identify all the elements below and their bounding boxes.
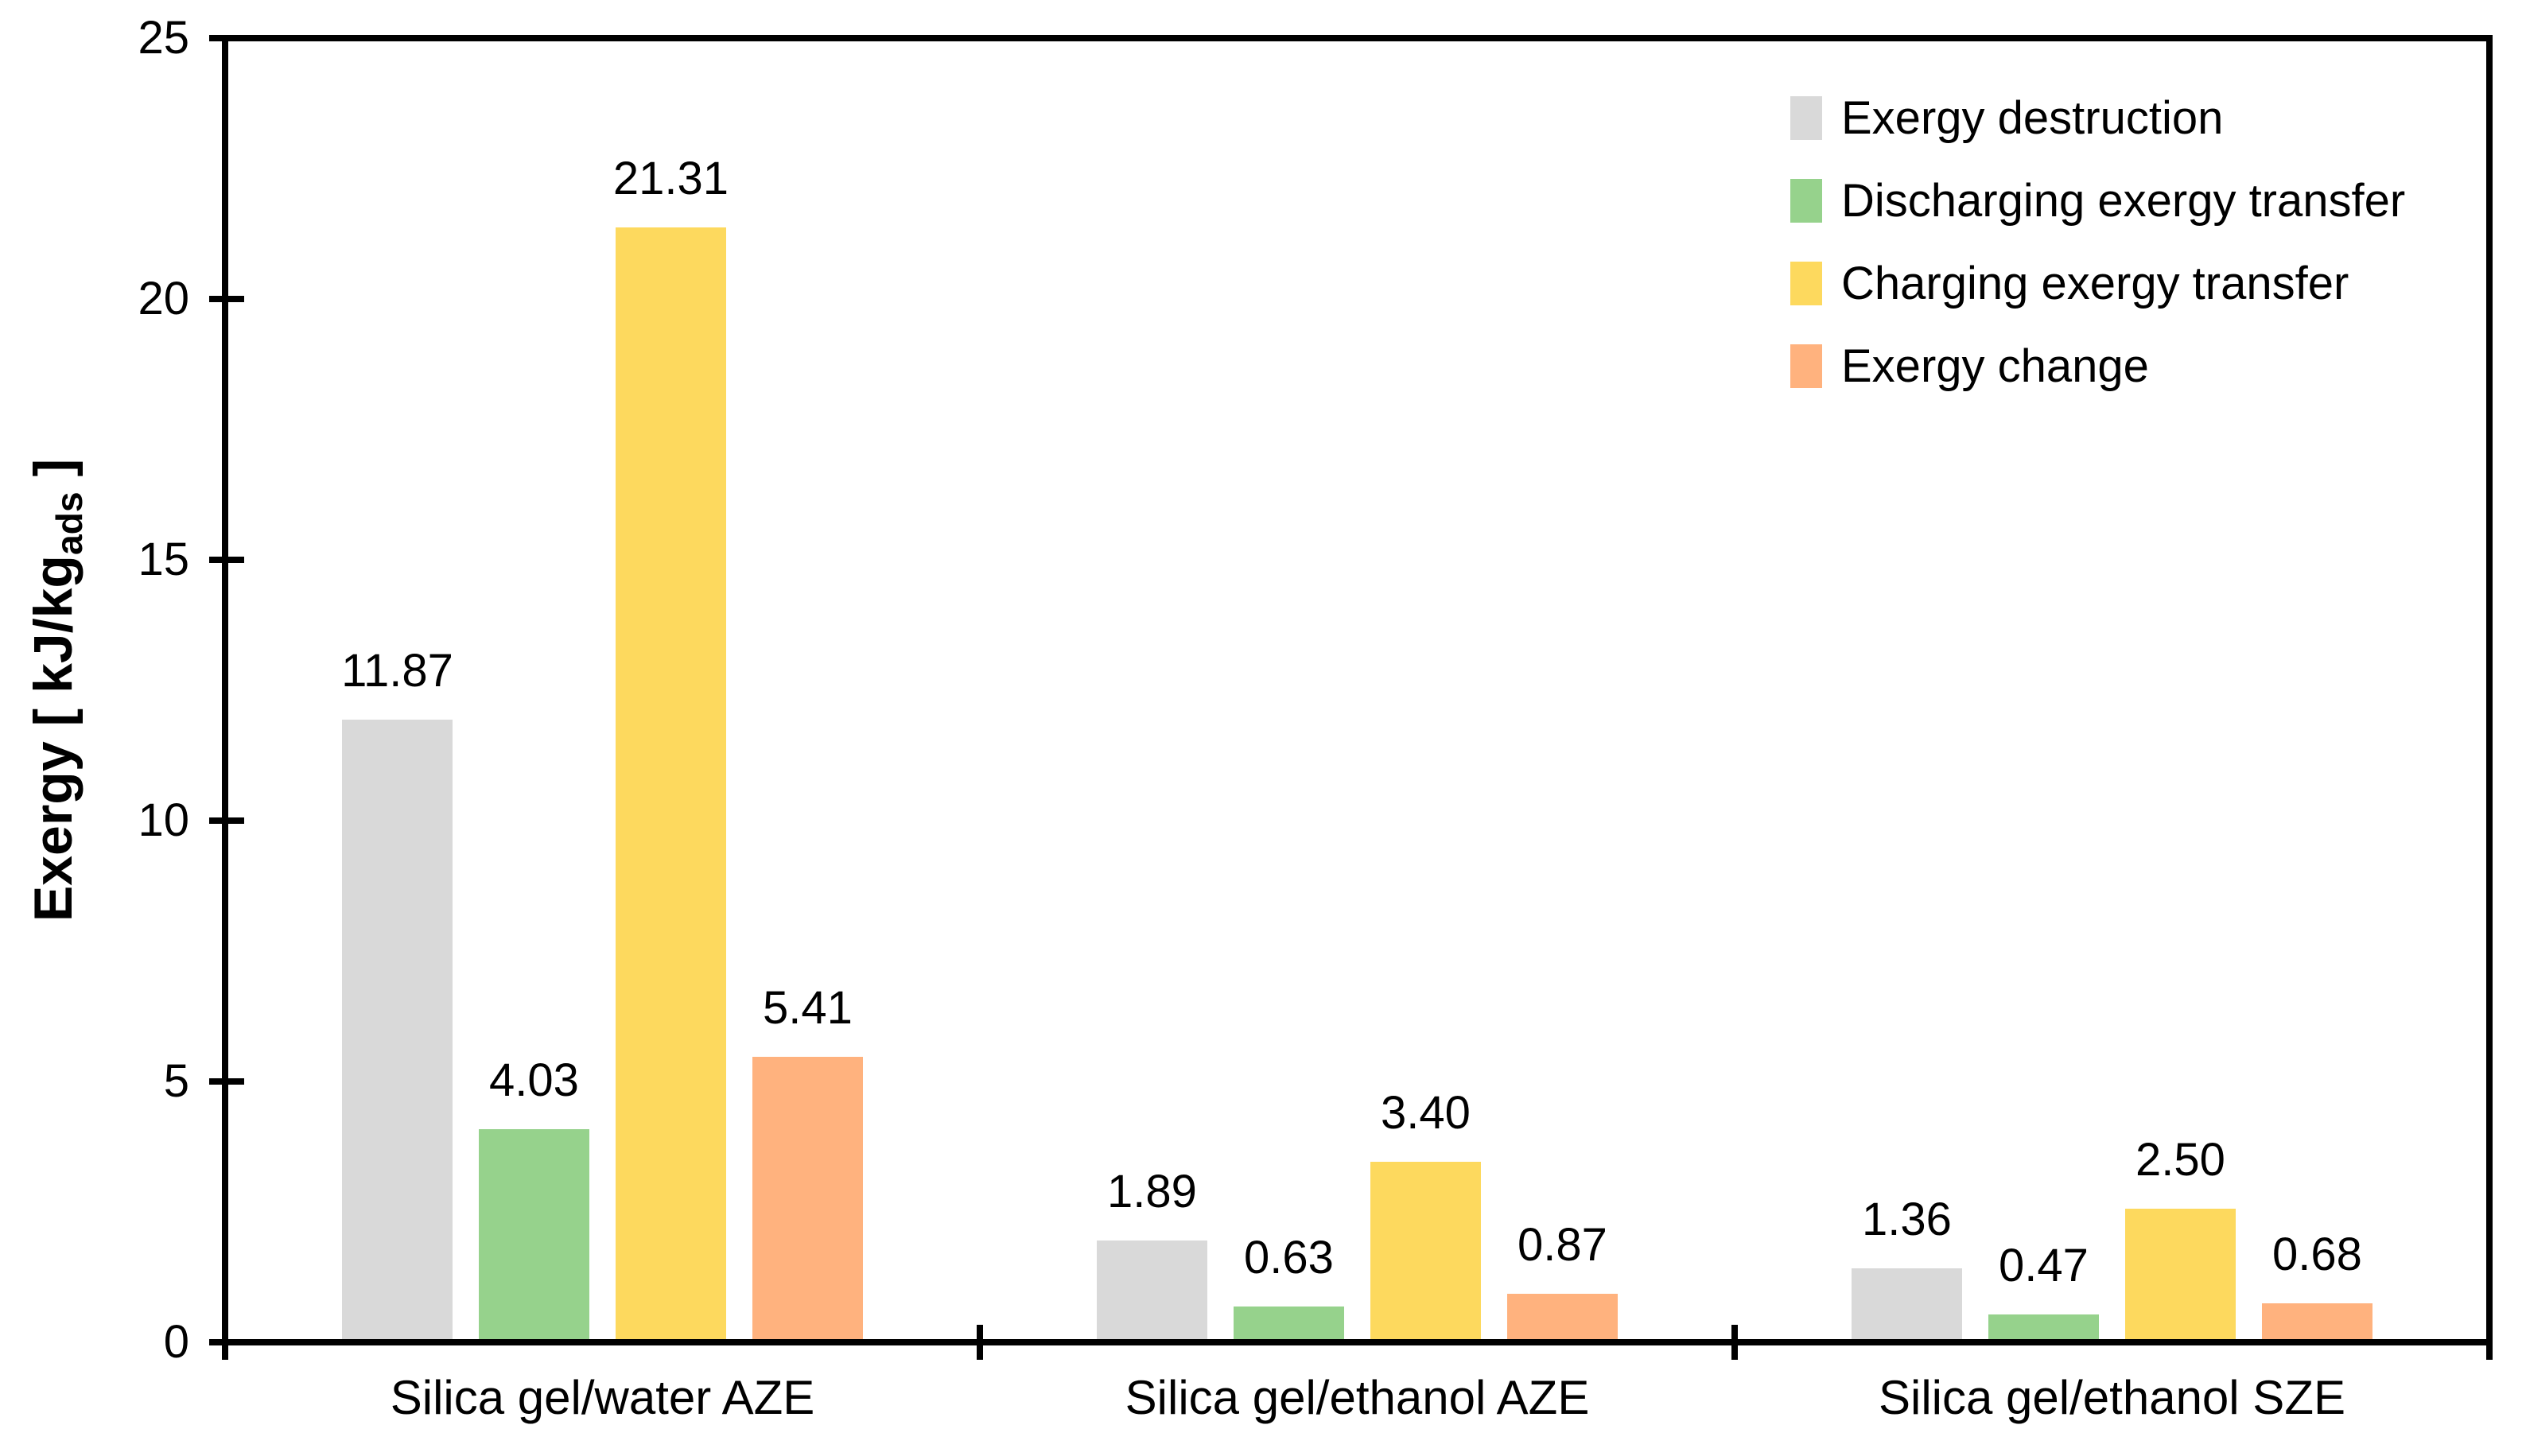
y-tick-label-5: 5 (163, 1055, 189, 1107)
y-axis-title-main: Exergy [ kJ/kg (23, 555, 84, 922)
legend-label: Exergy change (1841, 340, 2149, 392)
legend-label: Charging exergy transfer (1841, 257, 2349, 309)
legend-item-0: Exergy destruction (1790, 76, 2405, 159)
bar-value-label: 0.68 (2272, 1229, 2362, 1281)
bar-series1-cat1 (1234, 1306, 1344, 1339)
bar-series0-cat1 (1097, 1241, 1207, 1339)
bar-series3-cat1 (1507, 1293, 1618, 1339)
bar-series1-cat0 (479, 1128, 589, 1339)
x-tick-mark-1 (977, 1325, 983, 1360)
category-label-2: Silica gel/ethanol SZE (1879, 1371, 2345, 1424)
plot-frame-bottom (222, 1339, 2493, 1345)
legend-swatch (1790, 344, 1822, 388)
bar-value-label: 5.41 (763, 982, 853, 1035)
bar-value-label: 0.47 (1999, 1240, 2089, 1292)
bar-series0-cat2 (1852, 1268, 1962, 1339)
bar-value-label: 4.03 (489, 1054, 579, 1106)
plot-frame-top (222, 35, 2493, 41)
bar-value-label: 1.36 (1862, 1193, 1952, 1245)
y-tick-mark-25 (209, 35, 244, 41)
y-tick-mark-20 (209, 296, 244, 302)
y-tick-label-15: 15 (138, 534, 189, 585)
y-tick-mark-10 (209, 817, 244, 824)
category-label-0: Silica gel/water AZE (390, 1371, 815, 1424)
bar-series3-cat0 (752, 1057, 863, 1339)
legend-label: Discharging exergy transfer (1841, 174, 2406, 227)
y-tick-label-10: 10 (138, 794, 189, 846)
y-tick-mark-0 (209, 1339, 244, 1345)
bar-value-label: 1.89 (1107, 1166, 1197, 1218)
legend-swatch (1790, 178, 1822, 223)
bar-series2-cat2 (2125, 1209, 2236, 1339)
category-label-1: Silica gel/ethanol AZE (1125, 1371, 1590, 1424)
bar-series1-cat2 (1988, 1314, 2099, 1339)
bar-value-label: 11.87 (341, 645, 453, 697)
bar-series2-cat0 (616, 227, 726, 1339)
plot-frame-right (2486, 35, 2493, 1360)
legend-item-2: Charging exergy transfer (1790, 242, 2405, 324)
x-tick-mark-2 (1731, 1325, 1738, 1360)
legend-label: Exergy destruction (1841, 91, 2224, 144)
bar-value-label: 21.31 (612, 153, 729, 205)
legend-item-1: Discharging exergy transfer (1790, 159, 2405, 242)
y-tick-label-25: 25 (138, 12, 189, 64)
y-axis-title: Exergy [ kJ/kgads ] (16, 34, 91, 1346)
bar-value-label: 0.87 (1518, 1218, 1607, 1271)
bar-value-label: 2.50 (2135, 1134, 2225, 1186)
legend-swatch (1790, 261, 1822, 305)
y-axis-line (222, 35, 228, 1360)
y-axis-title-close: ] (23, 458, 84, 492)
legend-item-3: Exergy change (1790, 324, 2405, 407)
y-tick-mark-5 (209, 1078, 244, 1085)
bar-value-label: 0.63 (1244, 1231, 1334, 1283)
chart-legend: Exergy destruction Discharging exergy tra… (1790, 76, 2405, 407)
y-tick-label-0: 0 (163, 1316, 189, 1368)
bar-series3-cat2 (2262, 1303, 2372, 1339)
y-tick-label-20: 20 (138, 273, 189, 324)
bar-value-label: 3.40 (1381, 1086, 1471, 1139)
legend-swatch (1790, 95, 1822, 140)
y-tick-mark-15 (209, 557, 244, 563)
bar-series0-cat0 (342, 720, 453, 1339)
bar-series2-cat1 (1370, 1161, 1481, 1339)
